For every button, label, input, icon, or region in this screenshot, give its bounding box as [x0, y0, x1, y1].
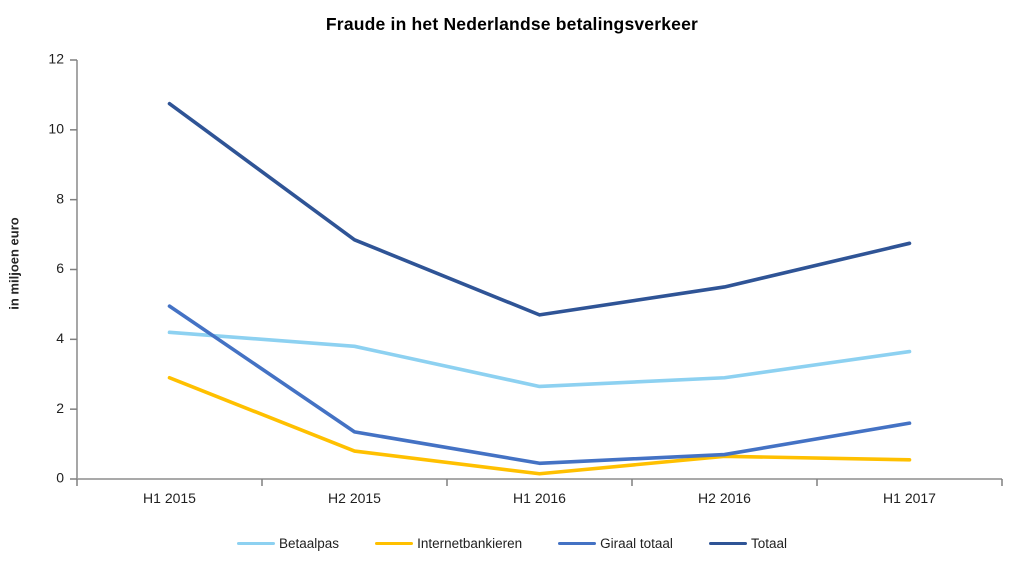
y-tick-label: 8 — [56, 190, 64, 206]
legend-item-giraal-totaal: Giraal totaal — [558, 536, 673, 551]
legend-label: Totaal — [750, 536, 787, 551]
x-category-label: H2 2016 — [698, 490, 751, 506]
x-category-label: H1 2016 — [513, 490, 566, 506]
legend-item-betaalpas: Betaalpas — [237, 536, 339, 551]
legend-label: Betaalpas — [279, 536, 340, 551]
legend-swatch-icon — [375, 541, 414, 546]
series-line-betaalpas — [167, 330, 912, 389]
legend-swatch-icon — [237, 541, 276, 546]
legend-swatch-icon — [558, 541, 597, 546]
legend-label: Internetbankieren — [417, 536, 523, 551]
y-tick-label: 6 — [56, 260, 64, 276]
y-tick-label: 12 — [48, 51, 64, 67]
y-tick-label: 0 — [56, 470, 64, 486]
y-tick-label: 4 — [56, 330, 64, 346]
legend-item-totaal: Totaal — [708, 536, 787, 551]
x-category-label: H2 2015 — [328, 490, 381, 506]
chart-title: Fraude in het Nederlandse betalingsverke… — [325, 14, 699, 34]
legend: Betaalpas Internetbankieren Giraal totaal T… — [0, 536, 1024, 551]
series-line-giraal-totaal — [167, 304, 912, 466]
x-category-label: H1 2017 — [883, 490, 936, 506]
y-tick-label: 2 — [56, 400, 64, 416]
legend-item-internetbankieren: Internetbankieren — [375, 536, 522, 551]
series-line-totaal — [167, 101, 912, 317]
legend-swatch-icon — [708, 541, 747, 546]
legend-label: Giraal totaal — [600, 536, 673, 551]
x-category-label: H1 2015 — [143, 490, 196, 506]
series-line-internetbankieren — [167, 375, 912, 476]
y-tick-label: 10 — [48, 121, 64, 137]
